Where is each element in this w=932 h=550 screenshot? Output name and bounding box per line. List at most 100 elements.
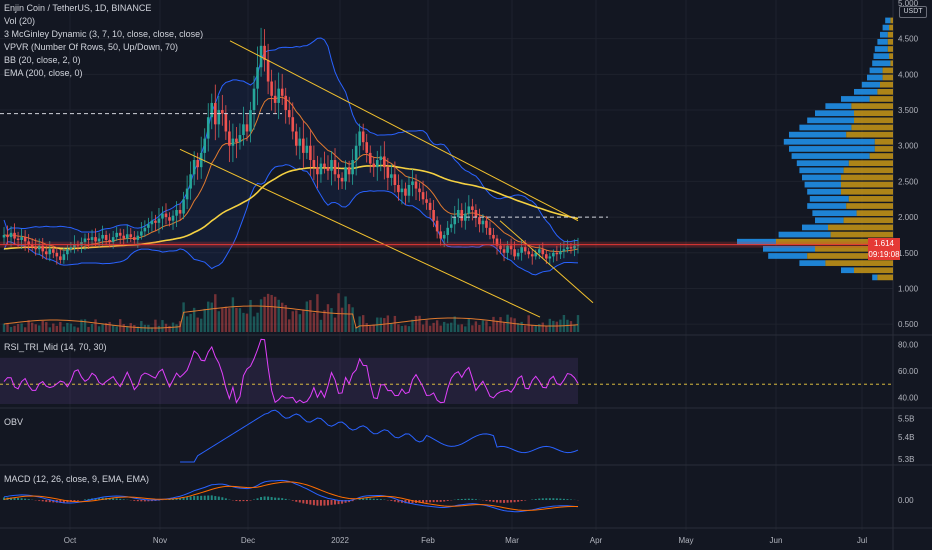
volume-bar [499, 317, 502, 332]
vpvr-up-row [799, 260, 826, 266]
price-tick-label: 3.000 [898, 142, 919, 151]
candle-body [386, 167, 390, 178]
macd-histogram-bar [256, 498, 259, 500]
volume-bar [295, 310, 298, 332]
volume-bar [175, 324, 178, 332]
candle-body [333, 160, 337, 175]
volume-bar [76, 327, 80, 332]
candle-body [228, 131, 231, 146]
macd-histogram-bar [464, 498, 467, 500]
time-tick-label: Jul [857, 536, 867, 545]
volume-bar [6, 322, 9, 332]
macd-histogram-bar [242, 500, 245, 502]
volume-bar [111, 325, 115, 332]
volume-bar [266, 293, 270, 332]
volume-bar [340, 307, 344, 332]
volume-bar [358, 316, 361, 332]
rsi-pane-label[interactable]: RSI_TRI_Mid (14, 70, 30) [4, 342, 107, 352]
macd-histogram-bar [203, 495, 206, 500]
macd-histogram-bar [224, 498, 227, 500]
indicator-vol[interactable]: Vol (20) [4, 16, 36, 26]
vpvr-down-row [882, 74, 893, 81]
candle-body [354, 145, 358, 161]
candle-body [55, 252, 59, 257]
indicator-vpvr[interactable]: VPVR (Number Of Rows, 50, Up/Down, 70) [4, 42, 179, 52]
candle-body [390, 174, 393, 178]
indicator-ema[interactable]: EMA (200, close, 0) [4, 68, 83, 78]
vpvr-up-row [841, 96, 870, 102]
vpvr-up-row [789, 131, 847, 138]
macd-histogram-bar [235, 500, 238, 501]
price-tick-label: 1.500 [898, 249, 919, 258]
macd-histogram-bar [119, 498, 122, 500]
symbol-title[interactable]: Enjin Coin / TetherUS, 1D, BINANCE [4, 3, 152, 13]
candle-body [185, 188, 189, 200]
macd-histogram-bar [330, 500, 333, 505]
candle-body [368, 152, 372, 164]
candle-body [213, 102, 217, 125]
candle-body [13, 232, 16, 239]
obv-pane-label[interactable]: OBV [4, 417, 24, 427]
macd-histogram-bar [323, 500, 326, 506]
currency-badge[interactable]: USDT [899, 6, 927, 18]
macd-pane-label[interactable]: MACD (12, 26, close, 9, EMA, EMA) [4, 474, 150, 484]
price-tick-label: 4.000 [898, 70, 919, 79]
candle-body [302, 138, 305, 153]
volume-bar [404, 325, 407, 332]
candle-body [125, 234, 129, 239]
macd-histogram-bar [471, 498, 474, 500]
macd-histogram-bar [446, 500, 449, 501]
volume-bar [573, 324, 576, 332]
vpvr-histogram [737, 17, 893, 281]
macd-histogram-bar [432, 500, 435, 503]
volume-bar [485, 321, 488, 332]
macd-histogram-bar [179, 498, 182, 500]
candle-body [379, 156, 383, 161]
candle-body [140, 231, 143, 236]
volume-bar [157, 325, 161, 332]
candle-body [418, 188, 421, 193]
vpvr-down-row [887, 39, 893, 45]
volume-bar [562, 314, 566, 332]
volume-bar [30, 322, 34, 332]
macd-histogram-bar [20, 498, 23, 500]
volume-bar [231, 297, 235, 332]
macd-histogram-bar [555, 498, 558, 500]
macd-histogram-bar [326, 500, 329, 506]
rsi-tick-label: 80.00 [898, 341, 919, 350]
candle-body [66, 249, 69, 255]
indicator-mcginley[interactable]: 3 McGinley Dynamic (3, 7, 10, close, clo… [4, 29, 204, 39]
candle-body [453, 217, 457, 225]
volume-bar [136, 326, 140, 332]
volume-bar [161, 320, 164, 332]
obv-line [180, 409, 579, 463]
candle-body [337, 174, 340, 178]
volume-bar [97, 326, 101, 332]
volume-bar [471, 325, 474, 332]
indicator-lines [3, 37, 579, 329]
macd-histogram-bar [175, 498, 178, 500]
candlesticks[interactable] [2, 27, 580, 265]
macd-histogram-bar [277, 497, 280, 500]
volume-bar [531, 325, 534, 332]
candle-body [87, 238, 90, 240]
time-tick-label: Dec [241, 536, 255, 545]
time-tick-label: Feb [421, 536, 435, 545]
macd-histogram-bar [115, 498, 118, 500]
macd-histogram-bar [358, 498, 361, 500]
candle-body [284, 95, 288, 111]
volume-bar [513, 318, 516, 332]
indicator-bb[interactable]: BB (20, close, 2, 0) [4, 55, 81, 65]
volume-bar [90, 324, 94, 332]
candle-body [393, 174, 397, 186]
volume-bar [333, 317, 337, 332]
volume-bar [238, 308, 242, 332]
candle-body [467, 206, 471, 214]
candle-body [478, 217, 481, 225]
candle-body [59, 256, 62, 260]
candle-body [256, 67, 259, 89]
obv-tick-label: 5.5B [898, 414, 914, 423]
vpvr-up-row [799, 124, 852, 131]
time-tick-label: Apr [590, 536, 603, 545]
